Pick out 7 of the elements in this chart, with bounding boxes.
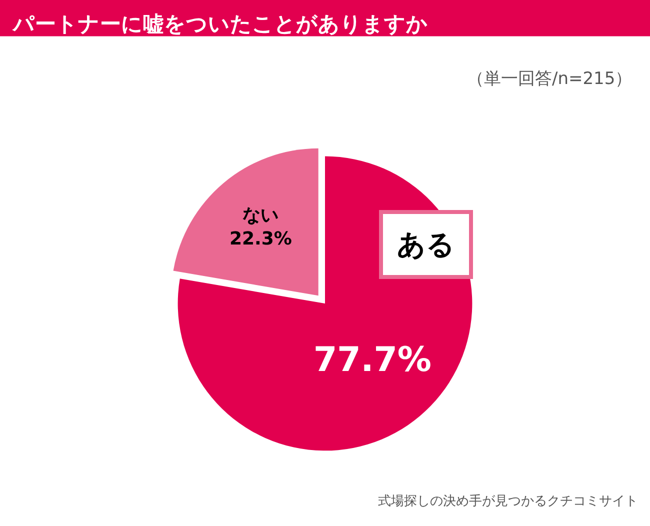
data-label: 22.3% — [229, 228, 292, 250]
text: 式場探しの決め手が見つかるクチコミサイト — [378, 494, 638, 509]
slice-label: ない — [242, 204, 279, 226]
chart-title: パートナーに嘘をついたことがありますか — [12, 12, 428, 36]
text: （単一回答/n=215） — [467, 69, 632, 89]
slice-label: ある — [397, 228, 455, 261]
data-label: 77.7% — [313, 340, 432, 380]
